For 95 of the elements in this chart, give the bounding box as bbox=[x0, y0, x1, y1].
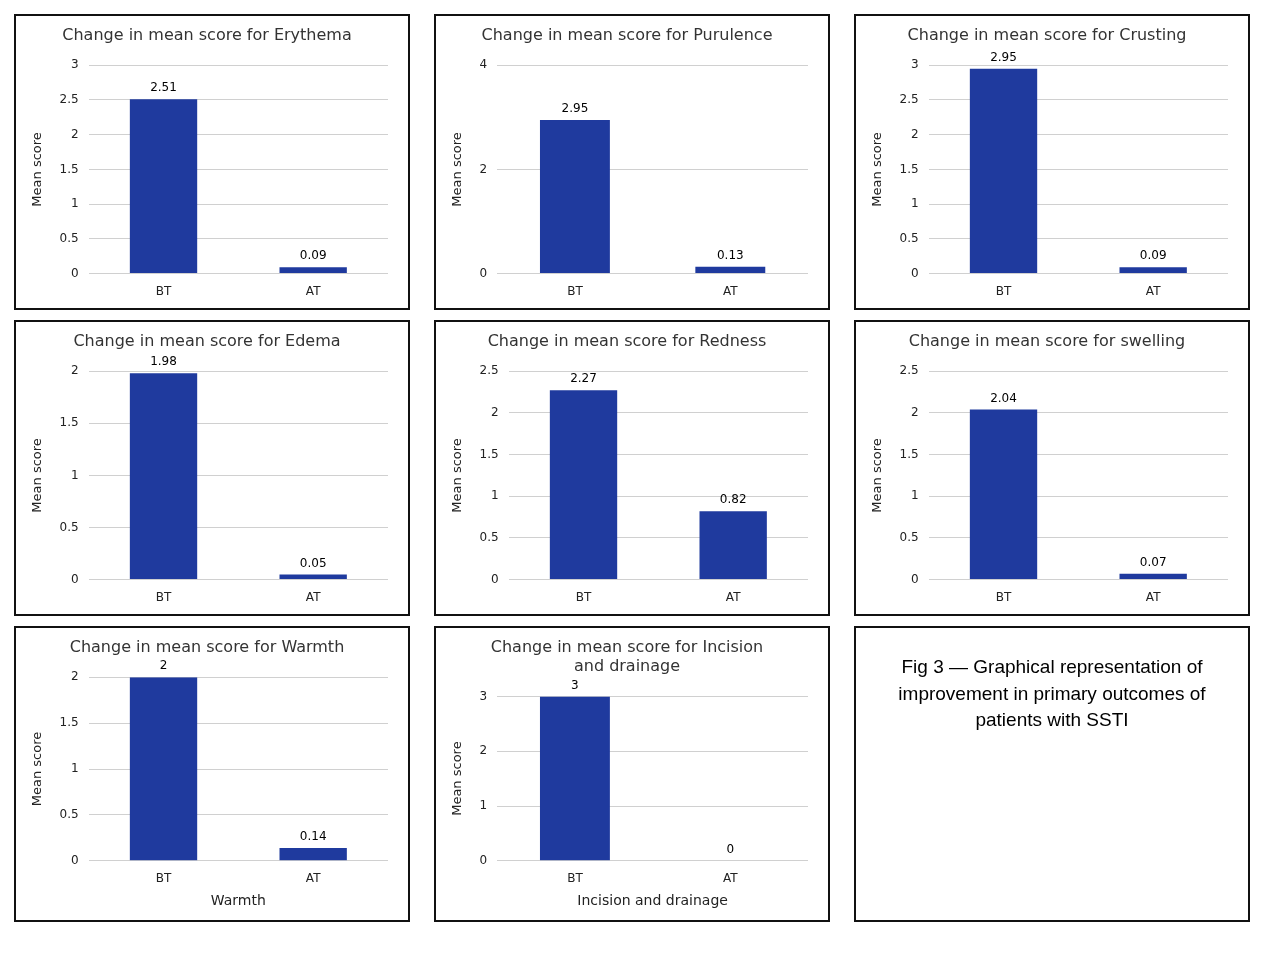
chart-title: Change in mean score for Crusting bbox=[907, 24, 1187, 44]
y-tick-label: 3 bbox=[479, 688, 488, 703]
x-tick-label: BT bbox=[155, 589, 172, 604]
y-tick-label: 0 bbox=[491, 571, 499, 586]
data-label: 0.07 bbox=[1139, 554, 1167, 569]
x-tick-label: BT bbox=[575, 589, 592, 604]
y-tick-label: 1 bbox=[71, 196, 79, 211]
y-tick-label: 1 bbox=[71, 761, 79, 776]
x-tick-label: BT bbox=[995, 589, 1012, 604]
y-tick-label: 1 bbox=[911, 196, 919, 211]
y-tick-label: 1.5 bbox=[59, 161, 79, 176]
y-tick-label: 3 bbox=[71, 57, 79, 72]
y-axis-title: Mean score bbox=[449, 741, 465, 816]
text: Change in mean score for Incision bbox=[490, 636, 764, 656]
y-tick-label: 3 bbox=[911, 57, 919, 72]
y-tick-label: 1 bbox=[911, 488, 919, 503]
x-tick-label: BT bbox=[567, 283, 584, 298]
x-tick-label: AT bbox=[305, 283, 322, 298]
chart-title: Change in mean score for Edema bbox=[73, 330, 341, 350]
data-label: 3 bbox=[571, 677, 579, 692]
y-tick-label: 4 bbox=[479, 57, 488, 72]
data-label: 2.04 bbox=[990, 390, 1017, 405]
x-tick-label: AT bbox=[725, 589, 742, 604]
y-tick-label: 2 bbox=[71, 126, 79, 141]
y-axis-title: Mean score bbox=[29, 731, 45, 807]
y-axis-title: Mean score bbox=[869, 132, 885, 207]
y-tick-label: 0 bbox=[71, 571, 79, 586]
y-tick-label: 2 bbox=[71, 669, 79, 684]
y-tick-label: 1 bbox=[491, 488, 499, 503]
chart-title: Change in mean score for Erythema bbox=[62, 24, 352, 44]
y-tick-label: 2 bbox=[479, 743, 488, 758]
y-axis-title: Mean score bbox=[869, 438, 885, 513]
data-label: 0 bbox=[726, 841, 735, 856]
y-tick-label: 1 bbox=[71, 467, 79, 482]
x-tick-label: AT bbox=[1145, 589, 1162, 604]
y-tick-label: 1.5 bbox=[899, 446, 919, 461]
y-tick-label: 1.5 bbox=[59, 415, 79, 430]
y-tick-label: 0 bbox=[911, 265, 919, 280]
y-tick-label: 1.5 bbox=[59, 715, 79, 730]
x-tick-label: BT bbox=[155, 283, 172, 298]
chart-title: Change in mean score for Redness bbox=[487, 330, 767, 350]
y-tick-label: 1.5 bbox=[899, 161, 919, 176]
y-tick-label: 0 bbox=[71, 852, 79, 867]
x-tick-label: AT bbox=[1145, 283, 1162, 298]
text: and drainage bbox=[573, 655, 681, 675]
y-tick-label: 2.5 bbox=[59, 92, 79, 107]
y-tick-label: 2 bbox=[479, 161, 488, 176]
data-label: 0.14 bbox=[299, 829, 327, 844]
y-tick-label: 0.5 bbox=[59, 519, 79, 534]
y-tick-label: 0.5 bbox=[59, 807, 79, 822]
caption: Fig 3 — Graphical representation of improvement in primary outcomes of patients with SSTI bbox=[897, 655, 1207, 733]
x-tick-label: AT bbox=[723, 283, 739, 298]
data-label: 2.95 bbox=[990, 49, 1017, 64]
y-axis-title: Mean score bbox=[29, 438, 45, 513]
x-tick-label: BT bbox=[567, 871, 584, 886]
data-label: 0.09 bbox=[1139, 248, 1167, 263]
y-tick-label: 0.5 bbox=[899, 230, 919, 245]
chart-title: Change in mean score for Warmth bbox=[69, 636, 345, 656]
x-tick-label: AT bbox=[305, 871, 322, 886]
chart-title: Change in mean score for swelling bbox=[908, 330, 1186, 350]
y-axis-title: Mean score bbox=[29, 132, 45, 207]
y-tick-label: 0 bbox=[479, 852, 488, 867]
y-tick-label: 0 bbox=[911, 571, 919, 586]
data-label: 0.82 bbox=[719, 492, 747, 507]
y-tick-label: 1.5 bbox=[479, 446, 499, 461]
data-label: 1.98 bbox=[150, 354, 177, 369]
x-tick-label: BT bbox=[995, 283, 1012, 298]
x-axis-title: Warmth bbox=[210, 892, 266, 909]
data-label: 0.05 bbox=[299, 555, 327, 570]
y-tick-label: 0.5 bbox=[59, 230, 79, 245]
data-label: 2.95 bbox=[561, 101, 589, 116]
data-label: 2.27 bbox=[570, 371, 597, 386]
y-tick-label: 1 bbox=[479, 798, 488, 813]
y-tick-label: 0.5 bbox=[479, 530, 499, 545]
y-tick-label: 0.5 bbox=[899, 530, 919, 545]
x-tick-label: BT bbox=[155, 871, 172, 886]
x-axis-title: Incision and drainage bbox=[577, 892, 728, 909]
y-tick-label: 0 bbox=[71, 265, 79, 280]
y-tick-label: 2.5 bbox=[899, 92, 919, 107]
data-label: 0.09 bbox=[299, 248, 327, 263]
y-tick-label: 2.5 bbox=[899, 363, 919, 378]
y-tick-label: 2 bbox=[911, 126, 919, 141]
y-tick-label: 2 bbox=[911, 405, 919, 420]
y-axis-title: Mean score bbox=[449, 132, 465, 207]
data-label: 0.13 bbox=[716, 247, 744, 262]
y-tick-label: 2 bbox=[491, 405, 499, 420]
x-tick-label: AT bbox=[723, 871, 739, 886]
data-label: 2 bbox=[159, 658, 168, 673]
y-tick-label: 2 bbox=[71, 363, 79, 378]
data-label: 2.51 bbox=[150, 80, 177, 95]
y-tick-label: 0 bbox=[479, 265, 488, 280]
x-tick-label: AT bbox=[305, 589, 322, 604]
y-axis-title: Mean score bbox=[449, 438, 465, 513]
y-tick-label: 2.5 bbox=[479, 363, 499, 378]
chart-title: Change in mean score for Purulence bbox=[481, 24, 773, 44]
